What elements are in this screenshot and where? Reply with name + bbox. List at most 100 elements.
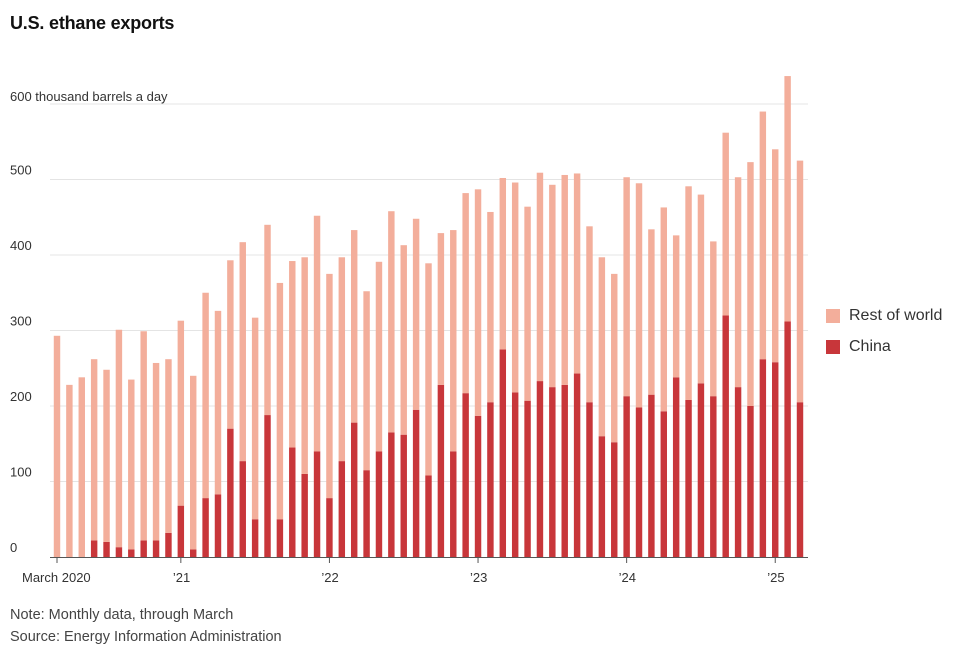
bar-china	[90, 540, 98, 557]
bar-rest-of-world	[66, 384, 73, 557]
source-note: Source: Energy Information Administratio…	[10, 629, 282, 645]
x-tick-label: ’24	[619, 570, 636, 585]
bar-rest-of-world	[722, 132, 729, 316]
y-tick-labels: 0 100 200 300 400 500	[10, 163, 32, 556]
bar-rest-of-world	[648, 229, 655, 395]
bar-rest-of-world	[78, 377, 85, 557]
bar-china	[388, 432, 395, 557]
x-tick-label: ’23	[470, 570, 487, 585]
bar-rest-of-world	[437, 233, 445, 385]
bar-rest-of-world	[363, 291, 370, 471]
chart-title: U.S. ethane exports	[10, 13, 175, 33]
bar-rest-of-world	[251, 317, 259, 520]
bar-rest-of-world	[586, 226, 593, 403]
bar-rest-of-world	[623, 177, 630, 397]
bar-china	[474, 415, 482, 557]
bar-rest-of-world	[697, 194, 705, 384]
bar-china	[710, 396, 717, 557]
bar-rest-of-world	[685, 186, 692, 400]
bar-china	[301, 473, 308, 557]
bar-rest-of-world	[412, 218, 420, 410]
bar-rest-of-world	[611, 273, 618, 443]
bar-rest-of-world	[326, 273, 333, 499]
bar-china	[796, 402, 804, 557]
y-tick-label: 0	[10, 540, 17, 555]
bar-rest-of-world	[289, 261, 296, 448]
bar-china	[400, 434, 407, 557]
bar-china	[759, 359, 767, 557]
legend-item-rest-of-world: Rest of world	[826, 300, 942, 331]
bar-rest-of-world	[103, 369, 110, 542]
y-tick-label: 300	[10, 314, 32, 329]
china-swatch	[826, 339, 840, 354]
bar-rest-of-world	[227, 260, 234, 429]
bar-china	[450, 451, 457, 557]
bar-china	[685, 399, 692, 557]
bar-china	[276, 519, 284, 557]
bar-rest-of-world	[53, 335, 61, 557]
bar-china	[499, 349, 507, 557]
bar-rest-of-world	[338, 257, 346, 462]
bar-rest-of-world	[474, 189, 482, 416]
bar-rest-of-world	[734, 177, 742, 388]
bar-rest-of-world	[549, 184, 556, 388]
bar-china	[511, 392, 519, 557]
x-tick-labels: March 2020 ’21 ’22 ’23 ’24 ’25	[22, 570, 785, 585]
bar-china	[672, 377, 680, 557]
bar-rest-of-world	[425, 263, 432, 476]
bar-rest-of-world	[276, 282, 284, 520]
bar-rest-of-world	[177, 320, 185, 506]
bar-china	[784, 321, 791, 557]
bar-china	[239, 461, 246, 557]
bar-rest-of-world	[524, 206, 531, 401]
x-tick-label: ’22	[321, 570, 338, 585]
bar-rest-of-world	[759, 111, 767, 360]
bar-rest-of-world	[796, 160, 804, 403]
y-tick-label: 200	[10, 389, 32, 404]
bar-china	[747, 406, 754, 557]
bar-rest-of-world	[499, 177, 507, 350]
bar-china	[536, 381, 544, 557]
bar-china	[338, 461, 346, 557]
bar-china	[140, 540, 147, 557]
bar-china	[524, 400, 531, 557]
legend-label-rest-of-world: Rest of world	[849, 306, 943, 324]
bar-rest-of-world	[350, 230, 358, 423]
bar-china	[549, 387, 556, 557]
bar-china	[462, 393, 469, 557]
bar-rest-of-world	[239, 242, 246, 462]
y-tick-label: 100	[10, 465, 32, 480]
x-tick-label: March 2020	[22, 570, 91, 585]
bar-china	[611, 442, 618, 557]
bar-china	[289, 447, 296, 557]
y-tick-label: 400	[10, 238, 32, 253]
bar-rest-of-world	[115, 329, 123, 548]
y-unit-label: 600 thousand barrels a day	[10, 89, 168, 104]
bar-china	[586, 402, 593, 557]
bar-china	[350, 422, 358, 557]
bar-china	[363, 470, 370, 557]
y-tick-label: 500	[10, 163, 32, 178]
bar-rest-of-world	[573, 173, 581, 374]
bar-rest-of-world	[313, 215, 321, 452]
bar-china	[660, 411, 668, 557]
bar-china	[115, 547, 123, 557]
bar-rest-of-world	[511, 182, 519, 393]
bar-china	[103, 541, 110, 557]
bar-china	[561, 384, 568, 557]
bar-rest-of-world	[635, 183, 643, 408]
bar-rest-of-world	[388, 211, 395, 433]
bar-china	[412, 409, 420, 557]
bar-rest-of-world	[90, 359, 98, 541]
bar-china	[202, 498, 209, 557]
bar-china	[128, 549, 135, 557]
bar-china	[313, 451, 321, 557]
bar-china	[326, 498, 333, 557]
bar-rest-of-world	[301, 257, 308, 474]
x-tick-label: ’21	[173, 570, 190, 585]
bar-rest-of-world	[400, 245, 407, 435]
legend-label-china: China	[849, 337, 891, 355]
x-axis	[50, 557, 808, 563]
bar-rest-of-world	[140, 331, 147, 541]
